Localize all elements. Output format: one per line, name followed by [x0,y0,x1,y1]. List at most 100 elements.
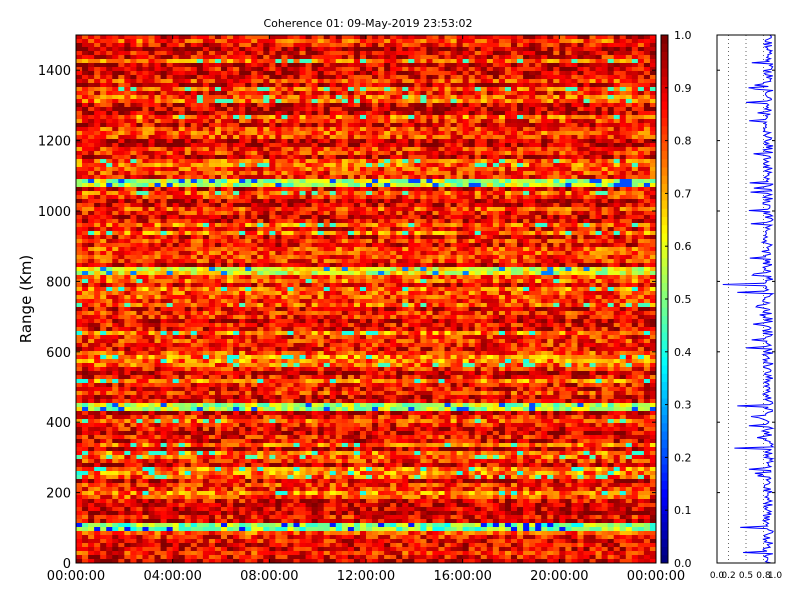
heatmap-cell [160,83,168,88]
heatmap-cell [601,71,609,76]
heatmap-cell [160,119,168,124]
heatmap-cell [366,135,373,140]
heatmap-cell [607,175,615,180]
heatmap-cell [251,147,258,152]
heatmap-cell [462,215,470,220]
heatmap-cell [335,215,343,220]
heatmap-cell [589,123,596,128]
heatmap-cell [643,59,651,64]
heatmap-cell [553,219,560,224]
heatmap-cell [601,239,609,244]
heatmap-cell [196,35,204,40]
heatmap-cell [281,111,288,116]
heatmap-cell [214,171,222,176]
heatmap-cell [517,187,524,192]
heatmap-cell [396,199,403,204]
heatmap-cell [601,87,609,92]
heatmap-cell [456,147,464,152]
heatmap-cell [583,35,590,40]
heatmap-cell [202,87,210,92]
heatmap-cell [329,231,337,236]
heatmap-cell [76,223,83,228]
heatmap-cell [347,131,355,136]
heatmap-cell [347,175,355,180]
heatmap-cell [396,123,403,128]
heatmap-cell [269,215,276,220]
heatmap-cell [631,171,639,176]
heatmap-cell [643,239,651,244]
heatmap-cell [631,159,639,164]
heatmap-cell [577,179,584,184]
heatmap-cell [178,131,186,136]
heatmap-cell [178,115,186,120]
heatmap-cell [420,35,427,40]
heatmap-cell [341,191,349,196]
heatmap-cell [178,91,186,96]
heatmap-cell [359,195,367,200]
heatmap-cell [571,215,578,220]
heatmap-cell [396,127,403,132]
heatmap-cell [208,215,216,220]
heatmap-cell [504,63,512,68]
heatmap-cell [148,219,155,224]
heatmap-cell [359,143,367,148]
heatmap-cell [529,171,536,176]
heatmap-cell [595,147,603,152]
heatmap-cell [643,235,651,240]
heatmap-cell [100,203,107,208]
heatmap-cell [82,215,89,220]
heatmap-cell [456,155,464,160]
heatmap-cell [136,179,143,184]
heatmap-cell [432,71,439,76]
heatmap-cell [299,131,306,136]
heatmap-cell [94,115,101,120]
heatmap-cell [553,147,560,152]
heatmap-cell [82,119,89,124]
heatmap-cell [323,179,331,184]
heatmap-cell [130,143,137,148]
heatmap-cell [583,135,590,140]
heatmap-cell [619,123,627,128]
heatmap-cell [359,183,367,188]
heatmap-cell [305,79,313,84]
heatmap-cell [480,223,488,228]
heatmap-cell [480,183,488,188]
heatmap-cell [257,107,264,112]
heatmap-cell [625,139,633,144]
heatmap-cell [607,231,615,236]
heatmap-cell [221,115,228,120]
heatmap-cell [390,203,397,208]
heatmap-cell [112,63,119,68]
heatmap-cell [76,111,83,116]
heatmap-cell [130,171,137,176]
heatmap-cell [245,167,252,172]
heatmap-cell [408,139,415,144]
heatmap-cell [112,231,119,236]
heatmap-cell [88,127,95,132]
heatmap-cell [607,71,615,76]
heatmap-cell [299,163,306,168]
heatmap-cell [329,203,337,208]
heatmap-cell [148,83,155,88]
heatmap-cell [432,143,439,148]
heatmap-cell [178,59,186,64]
heatmap-cell [589,47,596,52]
heatmap-cell [251,163,258,168]
heatmap-cell [245,111,252,116]
heatmap-cell [372,171,379,176]
heatmap-cell [426,191,433,196]
heatmap-cell [190,39,198,44]
heatmap-cell [154,131,161,136]
heatmap-cell [565,191,572,196]
heatmap-cell [341,187,349,192]
heatmap-cell [420,211,427,216]
heatmap-cell [190,107,198,112]
heatmap-cell [390,55,397,60]
heatmap-cell [432,203,439,208]
heatmap-cell [154,179,161,184]
heatmap-cell [511,119,518,124]
heatmap-cell [480,91,488,96]
heatmap-cell [88,143,95,148]
heatmap-cell [76,47,83,52]
heatmap-cell [178,95,186,100]
